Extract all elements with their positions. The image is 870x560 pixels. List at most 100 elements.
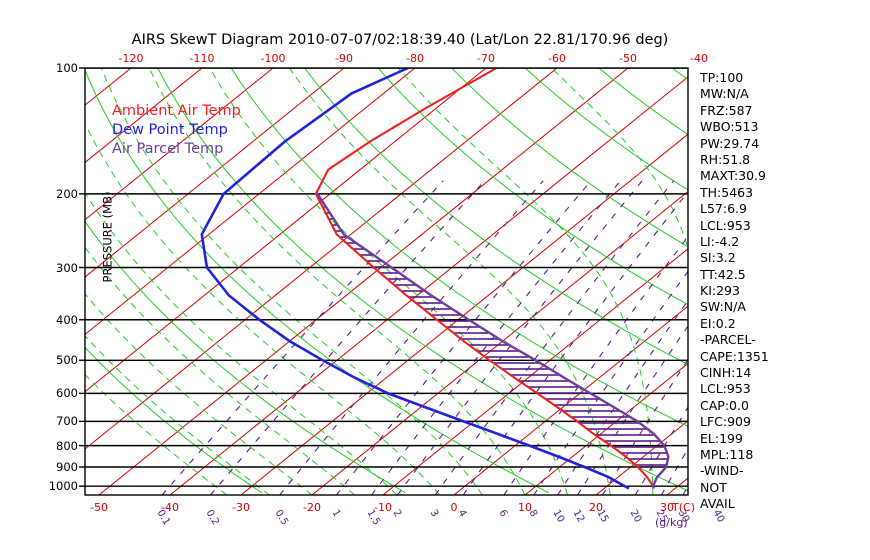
temp-tick-label-bottom: -40 bbox=[161, 501, 179, 514]
isotherm-line bbox=[311, 190, 688, 495]
moist-adiabat-line bbox=[85, 191, 398, 495]
sounding-index-12: TT:42.5 bbox=[700, 266, 746, 282]
sounding-index-23: MPL:118 bbox=[700, 446, 754, 462]
ambient-air-temp-curve bbox=[314, 68, 655, 489]
dry-adiabat-line bbox=[451, 68, 688, 248]
moist-adiabat-line bbox=[85, 373, 228, 495]
moist-adiabat-line bbox=[85, 335, 270, 495]
sounding-index-5: RH:51.8 bbox=[700, 151, 751, 167]
mixing-ratio-line bbox=[210, 180, 486, 495]
pressure-tick-label: 100 bbox=[56, 61, 78, 75]
temp-tick-label-bottom: 20 bbox=[589, 501, 603, 514]
temp-tick-label-top: -90 bbox=[335, 52, 353, 65]
moist-adiabat-line bbox=[289, 68, 611, 495]
sounding-index-2: FRZ:587 bbox=[700, 102, 753, 118]
sounding-index-15: EI:0.2 bbox=[700, 315, 736, 331]
legend-ambient-air-temp: Ambient Air Temp bbox=[112, 103, 241, 119]
sounding-index-3: WBO:513 bbox=[700, 119, 759, 135]
pressure-tick-label: 500 bbox=[56, 353, 78, 368]
pressure-tick-label: 900 bbox=[56, 460, 78, 474]
sounding-index-24: -WIND- bbox=[700, 463, 744, 479]
sounding-index-18: CINH:14 bbox=[700, 365, 752, 381]
sounding-index-1: MW:N/A bbox=[700, 86, 749, 102]
mixing-ratio-line bbox=[371, 180, 622, 495]
mixing-ratio-line bbox=[434, 180, 675, 495]
sounding-index-11: SI:3.2 bbox=[700, 250, 736, 266]
mixing-ratio-line bbox=[660, 447, 688, 495]
sounding-index-10: LI:-4.2 bbox=[700, 233, 740, 249]
isotherm-line bbox=[85, 68, 416, 336]
mixing-ratio-line bbox=[462, 190, 688, 495]
moist-adiabat-line bbox=[85, 122, 441, 495]
isotherm-line bbox=[98, 68, 629, 495]
temp-tick-label-top: -100 bbox=[260, 52, 286, 65]
x-axis-unit-label: T(C) bbox=[672, 501, 695, 514]
sounding-index-13: KI:293 bbox=[700, 283, 740, 299]
temp-tick-label-top: -80 bbox=[406, 52, 424, 65]
temp-tick-label-bottom: 30 bbox=[660, 501, 674, 514]
pressure-tick-label: 700 bbox=[56, 414, 78, 429]
isotherm-line bbox=[595, 420, 688, 495]
sounding-index-16: -PARCEL- bbox=[700, 332, 756, 348]
mixing-ratio-unit-label: (g/kg) bbox=[655, 516, 688, 529]
mixing-ratio-line bbox=[161, 180, 444, 495]
mixing-ratio-line bbox=[557, 299, 688, 495]
temp-tick-label-bottom: -50 bbox=[90, 501, 108, 514]
air-parcel-temp-curve bbox=[315, 192, 670, 489]
legend-air-parcel-temp: Air Parcel Temp bbox=[112, 141, 224, 157]
sounding-index-7: TH:5463 bbox=[700, 184, 754, 200]
moist-adiabat-line bbox=[85, 293, 313, 495]
moist-adiabat-line bbox=[85, 246, 355, 495]
legend-dew-point-temp: Dew Point Temp bbox=[112, 122, 228, 138]
isotherm-line bbox=[85, 68, 345, 278]
dry-adiabat-line bbox=[524, 68, 688, 191]
pressure-tick-label: 800 bbox=[56, 438, 78, 453]
moist-adiabat-line bbox=[148, 68, 526, 495]
temp-tick-label-top: -70 bbox=[477, 52, 495, 65]
page-title: AIRS SkewT Diagram 2010-07-07/02:18:39.4… bbox=[131, 32, 669, 48]
plot-frame bbox=[84, 67, 689, 496]
cape-hatched-region bbox=[315, 193, 669, 467]
temp-tick-label-top: -120 bbox=[118, 52, 144, 65]
mixing-ratio-line bbox=[577, 325, 688, 495]
mixing-ratio-line bbox=[336, 180, 592, 495]
isotherm-line bbox=[453, 305, 688, 495]
mixing-ratio-line bbox=[634, 406, 688, 495]
isotherm-line bbox=[240, 133, 688, 495]
temp-tick-label-bottom: 0 bbox=[450, 501, 458, 514]
sounding-index-26: AVAIL bbox=[700, 496, 735, 512]
pressure-tick-label: 400 bbox=[56, 312, 78, 327]
dry-adiabat-line bbox=[304, 68, 688, 366]
temp-tick-label-bottom: -10 bbox=[374, 501, 392, 514]
sounding-index-9: LCL:953 bbox=[700, 217, 751, 233]
sounding-index-17: CAPE:1351 bbox=[700, 348, 769, 364]
sounding-index-4: PW:29.74 bbox=[700, 135, 760, 151]
pressure-tick-label: 1000 bbox=[48, 479, 78, 494]
isotherm-line bbox=[85, 68, 203, 164]
temp-tick-label-bottom: 10 bbox=[518, 501, 532, 514]
temp-tick-label-top: -60 bbox=[548, 52, 566, 65]
temp-tick-label-top: -50 bbox=[619, 52, 637, 65]
pressure-tick-label: 300 bbox=[56, 260, 78, 275]
pressure-tick-label: 200 bbox=[56, 186, 78, 201]
pressure-tick-label: 600 bbox=[56, 386, 78, 401]
sounding-index-8: L57:6.9 bbox=[700, 201, 747, 217]
y-axis-label: PRESSURE (MB) bbox=[100, 191, 115, 283]
sounding-index-20: CAP:0.0 bbox=[700, 397, 749, 413]
isotherm-line bbox=[85, 68, 558, 450]
isotherm-line bbox=[85, 68, 274, 221]
isotherm-line bbox=[169, 76, 688, 495]
sounding-index-6: MAXT:30.9 bbox=[700, 168, 766, 184]
sounding-index-21: LFC:909 bbox=[700, 414, 751, 430]
temp-tick-label-top: -110 bbox=[189, 52, 215, 65]
sounding-index-14: SW:N/A bbox=[700, 299, 746, 315]
dew-point-temp-curve bbox=[200, 68, 630, 490]
dry-adiabat-line bbox=[377, 68, 688, 306]
moist-adiabat-line bbox=[100, 68, 483, 495]
sounding-index-19: LCL:953 bbox=[700, 381, 751, 397]
temp-tick-label-top: -40 bbox=[690, 52, 708, 65]
sounding-index-25: NOT bbox=[700, 479, 727, 495]
isotherm-line bbox=[85, 68, 487, 393]
